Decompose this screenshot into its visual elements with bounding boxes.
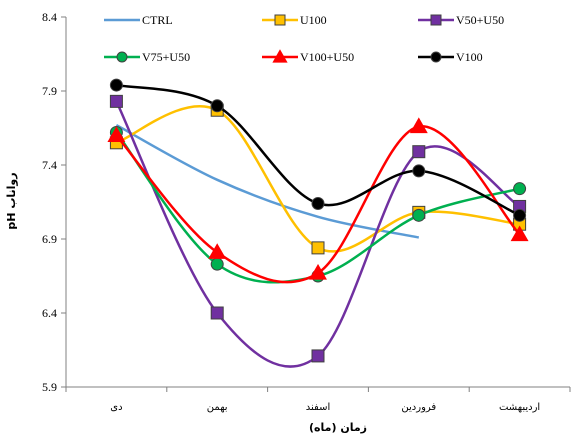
y-axis-title: pH رواناب [5, 172, 18, 229]
data-point [412, 208, 426, 222]
legend-item: U100 [262, 13, 327, 27]
legend-item: V100+U50 [262, 49, 354, 64]
y-tick-label: 6.9 [42, 232, 57, 246]
legend-label: U100 [300, 13, 327, 27]
data-point [311, 196, 325, 210]
data-point [309, 263, 327, 280]
legend-label: V50+U50 [456, 13, 504, 27]
y-tick-label: 7.9 [42, 84, 57, 98]
x-tick-label: اردیبهشت [499, 402, 540, 413]
data-point [311, 349, 325, 363]
legend-label: CTRL [142, 13, 173, 27]
x-tick-label: اسفند [306, 402, 330, 413]
y-tick-label: 8.4 [42, 10, 57, 24]
legend-swatch-marker [116, 51, 128, 63]
data-point [109, 94, 123, 108]
legend-swatch-marker [272, 49, 288, 63]
legend-label: V100+U50 [300, 50, 354, 64]
y-tick-label: 6.4 [42, 306, 57, 320]
data-point [510, 225, 529, 242]
data-point [109, 78, 123, 92]
data-point [412, 145, 426, 159]
x-axis-title: زمان (ماه) [309, 421, 367, 434]
x-tick-label: دی [110, 402, 122, 413]
data-point [107, 126, 126, 142]
x-tick-label: بهمن [207, 402, 228, 413]
data-point [210, 306, 224, 320]
data-point [210, 99, 224, 113]
legend-swatch-marker [430, 51, 442, 63]
chart-series [107, 78, 529, 368]
series-line [115, 125, 521, 284]
series-line [115, 123, 420, 239]
legend-swatch-marker [430, 14, 442, 26]
data-point [412, 164, 426, 178]
legend-item: V50+U50 [418, 13, 504, 27]
legend-item: V100 [418, 50, 483, 64]
data-point [311, 241, 325, 255]
series-ctrl [115, 123, 420, 239]
legend-label: V100 [456, 50, 483, 64]
legend-swatch-marker [274, 14, 286, 26]
chart-axes: 5.9 6.4 6.9 7.4 7.9 8.4 دی بهمن اسفند فروردین اردی… [42, 10, 571, 413]
series-v100 [109, 78, 527, 222]
y-tick-label: 7.4 [42, 158, 57, 172]
y-tick-label: 5.9 [42, 380, 57, 394]
series-v100-u50 [107, 117, 529, 284]
data-point [513, 208, 527, 222]
data-point [513, 182, 527, 196]
legend-item: CTRL [104, 13, 173, 27]
legend-label: V75+U50 [142, 50, 190, 64]
series-v50-u50 [109, 94, 527, 368]
x-tick-label: فروردین [401, 402, 436, 413]
chart-legend: CTRL U100 V50+U50 V75+U50 V100+U50 V100 [104, 13, 504, 64]
legend-item: V75+U50 [104, 50, 190, 64]
data-point [409, 117, 428, 134]
series-line [115, 104, 520, 253]
data-point [208, 243, 227, 259]
series-line [115, 100, 521, 368]
data-point [210, 257, 224, 271]
